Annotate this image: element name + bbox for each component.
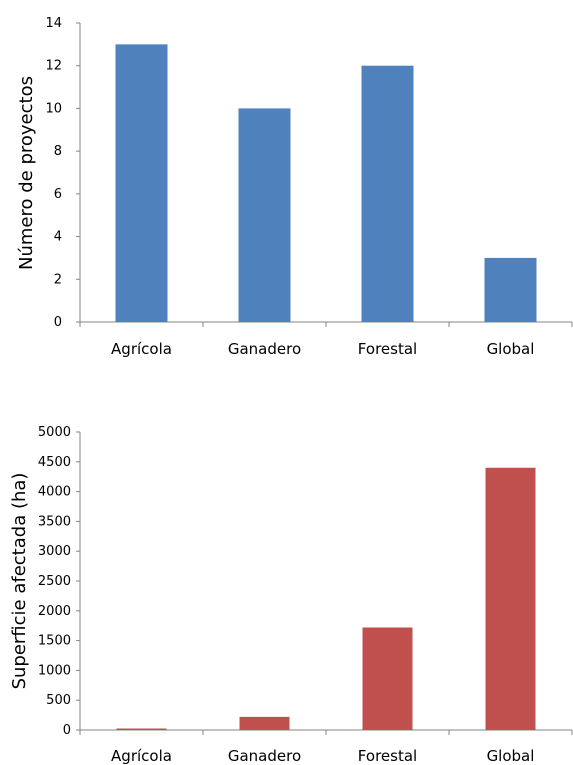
chart-2-y-tick-label: 2500 — [38, 574, 71, 589]
chart-1-bar-forestal — [361, 65, 414, 322]
chart-2-y-tick-label: 0 — [63, 723, 71, 738]
chart-1-bar-global — [484, 257, 537, 322]
chart-1-y-tick-label: 14 — [45, 16, 62, 31]
chart-1-bar-agricola — [115, 44, 168, 322]
projects-chart: Número de proyectos 0 2 4 6 8 10 12 14 Agrícola G… — [16, 16, 573, 358]
chart-2-bar-ganadero — [239, 716, 290, 730]
chart-2-x-category-label: Ganadero — [228, 747, 301, 765]
chart-2-y-tick-label: 4500 — [38, 455, 71, 470]
chart-2-bar-agricola — [116, 728, 167, 730]
chart-1-bar-ganadero — [238, 108, 291, 322]
chart-2-y-tick-label: 500 — [46, 693, 71, 708]
chart-2-x-category-label: Global — [487, 747, 535, 765]
chart-1-y-tick-label: 0 — [54, 315, 62, 330]
chart-2-y-tick-label: 2000 — [38, 604, 71, 619]
area-chart: Superficie afectada (ha) 0 500 1000 1500 200… — [9, 425, 573, 765]
chart-1-y-tick-label: 10 — [45, 101, 62, 116]
chart-1-y-tick-label: 2 — [54, 272, 62, 287]
chart-2-y-tick-label: 4000 — [38, 485, 71, 500]
chart-2-bar-global — [485, 467, 536, 730]
chart-1-y-tick-label: 6 — [54, 187, 62, 202]
chart-2-y-tick-label: 3500 — [38, 514, 71, 529]
chart-2-y-tick-label: 1500 — [38, 634, 71, 649]
chart-1-y-tick-label: 4 — [54, 230, 62, 245]
chart-2-x-category-label: Agrícola — [111, 747, 172, 765]
chart-2-y-tick-label: 1000 — [38, 663, 71, 678]
chart-1-x-category-label: Global — [487, 340, 535, 358]
chart-2-x-category-label: Forestal — [358, 747, 417, 765]
chart-1-y-axis-title: Número de proyectos — [16, 76, 37, 270]
chart-1-y-tick-label: 8 — [54, 144, 62, 159]
chart-2-y-tick-label: 5000 — [38, 425, 71, 440]
chart-1-x-category-label: Ganadero — [228, 340, 301, 358]
chart-2-bar-forestal — [362, 627, 413, 730]
chart-1-y-tick-label: 12 — [45, 59, 62, 74]
chart-1-x-category-label: Forestal — [358, 340, 417, 358]
chart-2-y-axis-title: Superficie afectada (ha) — [9, 473, 30, 690]
chart-2-y-tick-label: 3000 — [38, 544, 71, 559]
chart-1-x-category-label: Agrícola — [111, 340, 172, 358]
